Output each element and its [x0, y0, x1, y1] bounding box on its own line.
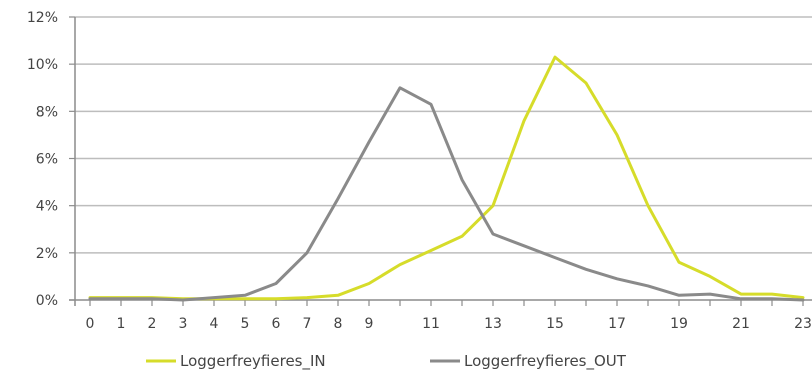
- series-lines: [90, 57, 803, 300]
- y-tick-label: 6%: [36, 152, 58, 168]
- legend: Loggerfreyfieres_IN Loggerfreyfieres_OUT: [146, 352, 627, 371]
- series-line-0: [90, 57, 803, 299]
- x-tick-label: 6: [272, 316, 281, 332]
- x-tick-label: 3: [179, 316, 188, 332]
- x-tick-label: 5: [241, 316, 250, 332]
- x-tick-label: 13: [484, 316, 502, 332]
- x-tick-label: 0: [86, 316, 95, 332]
- series-line-1: [90, 88, 803, 300]
- x-tick-label: 4: [210, 316, 219, 332]
- x-tick-label: 9: [365, 316, 374, 332]
- y-tick-label: 4%: [36, 199, 58, 215]
- x-tick-label: 23: [794, 316, 812, 332]
- x-tick-label: 19: [670, 316, 688, 332]
- y-tick-label: 2%: [36, 246, 58, 262]
- legend-label: Loggerfreyfieres_IN: [180, 352, 326, 371]
- legend-label: Loggerfreyfieres_OUT: [464, 352, 627, 371]
- y-tick-label: 10%: [27, 57, 58, 73]
- y-tick-label: 12%: [27, 10, 58, 26]
- x-tick-label: 2: [148, 316, 157, 332]
- x-tick-label: 17: [608, 316, 626, 332]
- x-tick-label: 11: [422, 316, 440, 332]
- x-tick-label: 8: [334, 316, 343, 332]
- x-tick-label: 15: [546, 316, 564, 332]
- x-tick-label: 7: [303, 316, 312, 332]
- x-tick-label: 21: [732, 316, 750, 332]
- y-tick-label: 8%: [36, 104, 58, 120]
- x-tick-label: 1: [117, 316, 126, 332]
- y-tick-label: 0%: [36, 293, 58, 309]
